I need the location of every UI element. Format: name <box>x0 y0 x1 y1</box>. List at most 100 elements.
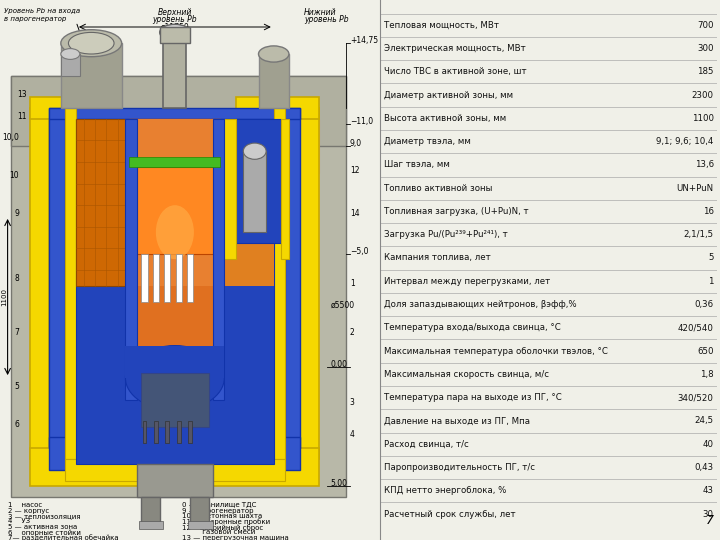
Text: 420/540: 420/540 <box>678 323 714 332</box>
Text: 1,8: 1,8 <box>700 370 714 379</box>
Text: Уровень Pb на входа: Уровень Pb на входа <box>4 8 80 14</box>
Bar <box>177 421 181 443</box>
Text: 4    УЗ: 4 УЗ <box>8 518 30 524</box>
Bar <box>225 119 235 259</box>
Bar <box>258 54 289 108</box>
Bar <box>125 346 225 378</box>
Bar <box>188 421 192 443</box>
Text: Топливная загрузка, (U+Pu)N, т: Топливная загрузка, (U+Pu)N, т <box>384 207 528 216</box>
Text: Высота активной зоны, мм: Высота активной зоны, мм <box>384 114 505 123</box>
Bar <box>50 437 300 470</box>
Text: 3 — теплоизоляция: 3 — теплоизоляция <box>8 513 80 519</box>
Bar <box>163 32 186 108</box>
Bar <box>176 254 181 302</box>
Text: 12    аварийный сброс: 12 аварийный сброс <box>182 524 264 531</box>
Bar <box>166 421 169 443</box>
Text: 650: 650 <box>697 347 714 356</box>
Text: 4: 4 <box>350 430 355 440</box>
Text: 9,0: 9,0 <box>350 139 362 148</box>
Ellipse shape <box>125 346 225 410</box>
Bar <box>76 119 274 286</box>
Bar <box>140 373 209 427</box>
Text: ø11750: ø11750 <box>161 23 189 32</box>
Text: 30: 30 <box>703 510 714 518</box>
Text: 10: 10 <box>9 171 19 180</box>
Text: Максимальная скорость свинца, м/с: Максимальная скорость свинца, м/с <box>384 370 549 379</box>
Bar <box>60 43 122 108</box>
Text: Загрузка Pu/(Pu²³⁹+Pu²⁴¹), т: Загрузка Pu/(Pu²³⁹+Pu²⁴¹), т <box>384 230 508 239</box>
Text: 16: 16 <box>703 207 714 216</box>
Bar <box>213 119 225 400</box>
Bar <box>285 108 300 448</box>
Ellipse shape <box>60 30 122 57</box>
Ellipse shape <box>160 24 190 40</box>
Bar <box>188 521 213 529</box>
Text: +14,75: +14,75 <box>350 36 378 45</box>
Text: Диаметр твэла, мм: Диаметр твэла, мм <box>384 137 470 146</box>
Bar <box>274 108 285 459</box>
Bar <box>30 108 50 459</box>
Text: −5,0: −5,0 <box>350 247 368 256</box>
Bar <box>164 254 171 302</box>
Text: 8: 8 <box>14 274 19 283</box>
Text: 340/520: 340/520 <box>678 393 714 402</box>
Text: 6: 6 <box>14 420 19 429</box>
Text: Доля запаздывающих нейтронов, βэфф,%: Доля запаздывающих нейтронов, βэфф,% <box>384 300 576 309</box>
Text: 2: 2 <box>350 328 354 337</box>
Text: 1100: 1100 <box>692 114 714 123</box>
Text: 9,1; 9,6; 10,4: 9,1; 9,6; 10,4 <box>657 137 714 146</box>
Bar <box>76 119 274 464</box>
Text: Давление на выходе из ПГ, Мпа: Давление на выходе из ПГ, Мпа <box>384 416 529 426</box>
Text: Интервал между перегрузками, лет: Интервал между перегрузками, лет <box>384 277 550 286</box>
Bar <box>130 119 220 286</box>
Text: Температура пара на выходе из ПГ, °С: Температура пара на выходе из ПГ, °С <box>384 393 562 402</box>
Bar <box>153 254 159 302</box>
Text: в парогенератор: в парогенератор <box>4 16 66 22</box>
Bar <box>137 464 213 497</box>
Text: 0 — хранилище ТДС: 0 — хранилище ТДС <box>182 502 257 508</box>
Text: −11,0: −11,0 <box>350 117 373 126</box>
Text: Температура входа/выхода свинца, °С: Температура входа/выхода свинца, °С <box>384 323 560 332</box>
Text: 300: 300 <box>697 44 714 53</box>
Text: Топливо активной зоны: Топливо активной зоны <box>384 184 492 193</box>
Bar <box>130 157 220 167</box>
Bar <box>235 119 282 243</box>
Text: 11: 11 <box>17 112 27 121</box>
Text: 3: 3 <box>350 398 355 407</box>
Text: 5,00: 5,00 <box>330 479 348 488</box>
Bar <box>125 119 137 400</box>
Text: 14: 14 <box>350 209 359 218</box>
Bar <box>65 108 76 459</box>
Text: 1    насос: 1 насос <box>8 502 42 508</box>
Text: 40: 40 <box>703 440 714 449</box>
Text: 5 — активная зона: 5 — активная зона <box>8 524 77 530</box>
Ellipse shape <box>68 32 114 54</box>
Ellipse shape <box>243 143 266 159</box>
Text: 24,5: 24,5 <box>695 416 714 426</box>
Text: Число ТВС в активной зоне, шт: Число ТВС в активной зоне, шт <box>384 68 526 76</box>
Text: ø5500: ø5500 <box>330 301 355 310</box>
Text: уровень Pb: уровень Pb <box>153 15 197 24</box>
Text: 43: 43 <box>703 487 714 495</box>
Bar <box>190 497 209 524</box>
Text: 2 — корпус: 2 — корпус <box>8 508 49 514</box>
Text: 9: 9 <box>14 209 19 218</box>
Text: 5: 5 <box>14 382 19 391</box>
Text: 0,43: 0,43 <box>695 463 714 472</box>
Text: 9 — парогенератор: 9 — парогенератор <box>182 508 254 514</box>
Text: уровень Pb: уровень Pb <box>304 15 348 24</box>
Ellipse shape <box>156 205 194 259</box>
Bar <box>130 119 220 378</box>
Bar <box>140 497 160 524</box>
Text: 1: 1 <box>708 277 714 286</box>
Text: газовой смеси: газовой смеси <box>182 529 256 535</box>
Bar <box>12 76 346 146</box>
Text: 10,0: 10,0 <box>2 133 19 143</box>
Bar <box>143 421 146 443</box>
Bar <box>243 151 266 232</box>
Text: 700: 700 <box>697 21 714 30</box>
Bar <box>141 254 148 302</box>
Bar <box>30 97 114 119</box>
Text: 0,00: 0,00 <box>330 360 348 369</box>
Bar <box>76 119 130 286</box>
